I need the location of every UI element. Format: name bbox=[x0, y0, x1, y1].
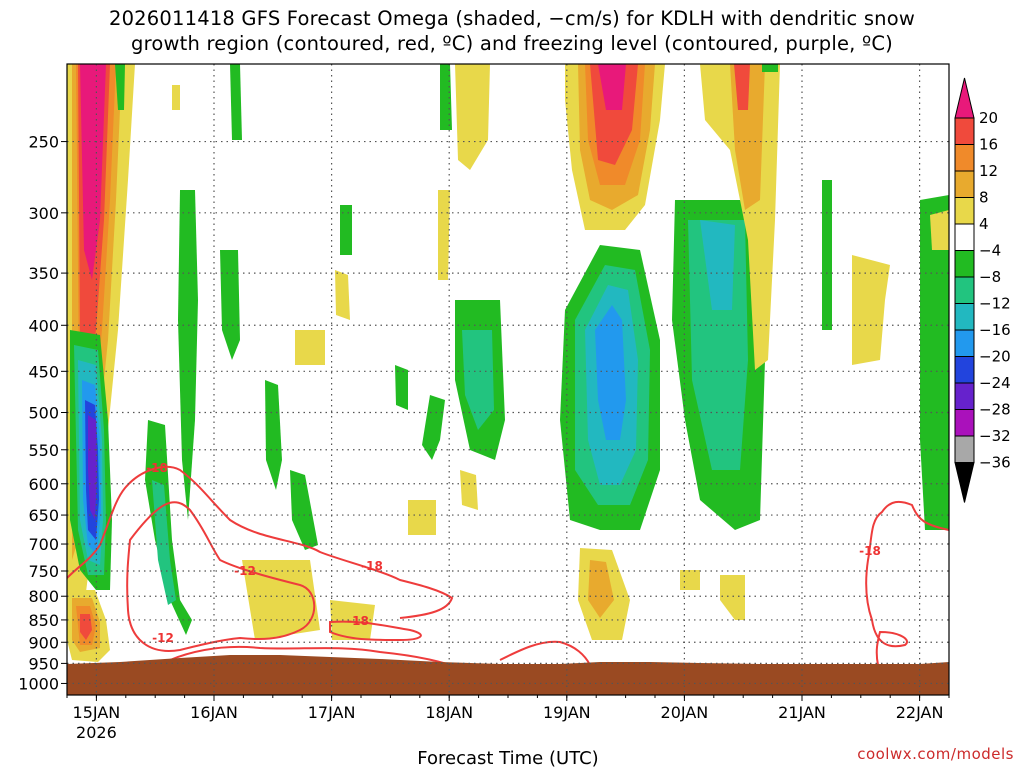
x-tick-label: 19JAN bbox=[543, 703, 591, 722]
colorbar-bottom-arrow bbox=[954, 462, 975, 503]
colorbar-label: −36 bbox=[979, 454, 1011, 472]
y-tick-label: 850 bbox=[28, 611, 59, 630]
x-tick-label: 16JAN bbox=[190, 703, 238, 722]
x-tick-label: 20JAN bbox=[661, 703, 709, 722]
y-tick-label: 1000 bbox=[18, 674, 59, 693]
dgz-contour-labels: -18 -12 -12 -18 -18 -18 bbox=[146, 461, 881, 645]
colorbar-swatch bbox=[954, 435, 975, 463]
colorbar-label: −12 bbox=[979, 295, 1011, 313]
colorbar-swatch bbox=[954, 197, 975, 225]
colorbar-label: −28 bbox=[979, 401, 1011, 419]
contour-label: -18 bbox=[361, 559, 383, 573]
colorbar-label: −24 bbox=[979, 374, 1011, 392]
colorbar-swatch bbox=[954, 170, 975, 198]
x-axis-label: Forecast Time (UTC) bbox=[417, 748, 598, 768]
y-tick-label: 800 bbox=[28, 587, 59, 606]
colorbar-label: 8 bbox=[979, 189, 989, 207]
colorbar-swatch bbox=[954, 250, 975, 278]
colorbar-label: −32 bbox=[979, 427, 1011, 445]
contour-label: -12 bbox=[152, 631, 174, 645]
contour-label: -12 bbox=[234, 564, 256, 578]
colorbar-swatch bbox=[954, 329, 975, 357]
y-tick-label: 600 bbox=[28, 475, 59, 494]
y-axis: 250 300 350 400 450 500 550 600 650 700 750 800 850 9… bbox=[18, 133, 67, 693]
colorbar-swatch bbox=[954, 303, 975, 331]
x-tick-label: 22JAN bbox=[896, 703, 944, 722]
colorbar-swatch bbox=[954, 276, 975, 304]
y-tick-label: 500 bbox=[28, 404, 59, 423]
y-tick-label: 300 bbox=[28, 204, 59, 223]
colorbar-swatch bbox=[954, 117, 975, 145]
plot-background bbox=[67, 64, 949, 695]
colorbar-label: −8 bbox=[979, 268, 1001, 286]
terrain bbox=[67, 655, 949, 695]
x-tick-label: 15JAN bbox=[73, 703, 121, 722]
y-tick-label: 450 bbox=[28, 362, 59, 381]
x-tick-label: 18JAN bbox=[425, 703, 473, 722]
y-tick-label: 700 bbox=[28, 535, 59, 554]
x-tick-label: 21JAN bbox=[778, 703, 826, 722]
watermark: coolwx.com/models bbox=[857, 745, 1014, 763]
contour-label: -18 bbox=[347, 614, 369, 628]
x-axis: 15JAN 16JAN 17JAN 18JAN 19JAN 20JAN 21JAN 22JAN bbox=[66, 695, 950, 722]
colorbar-swatch bbox=[954, 382, 975, 410]
colorbar-swatch bbox=[954, 144, 975, 172]
x-tick-sublabel: 2026 bbox=[76, 723, 117, 742]
grid bbox=[67, 64, 949, 695]
contour-label: -18 bbox=[146, 461, 168, 475]
colorbar-top-arrow bbox=[954, 77, 975, 119]
colorbar-label: 4 bbox=[979, 215, 989, 233]
y-tick-label: 650 bbox=[28, 506, 59, 525]
dgz-contours bbox=[67, 465, 949, 671]
colorbar-swatch bbox=[954, 223, 975, 251]
y-tick-label: 400 bbox=[28, 316, 59, 335]
colorbar-label: 20 bbox=[979, 109, 998, 127]
colorbar: 20 16 12 8 4 −4 −8 −12 −16 −20 −24 −28 −32 −36 bbox=[954, 77, 1011, 503]
x-tick-label: 17JAN bbox=[308, 703, 356, 722]
colorbar-label: 16 bbox=[979, 136, 998, 154]
colorbar-label: −4 bbox=[979, 242, 1001, 260]
y-tick-label: 950 bbox=[28, 654, 59, 673]
title-line-2: growth region (contoured, red, ºC) and f… bbox=[131, 32, 893, 55]
y-tick-label: 750 bbox=[28, 562, 59, 581]
chart-title: 2026011418 GFS Forecast Omega (shaded, −… bbox=[0, 6, 1024, 56]
omega-shading bbox=[67, 64, 949, 662]
y-tick-label: 550 bbox=[28, 441, 59, 460]
title-line-1: 2026011418 GFS Forecast Omega (shaded, −… bbox=[108, 7, 916, 30]
colorbar-label: −16 bbox=[979, 321, 1011, 339]
colorbar-label: 12 bbox=[979, 162, 998, 180]
contour-label: -18 bbox=[859, 544, 881, 558]
y-tick-label: 250 bbox=[28, 133, 59, 152]
colorbar-swatch bbox=[954, 409, 975, 437]
colorbar-swatch bbox=[954, 356, 975, 384]
colorbar-label: −20 bbox=[979, 348, 1011, 366]
y-tick-label: 900 bbox=[28, 633, 59, 652]
y-tick-label: 350 bbox=[28, 264, 59, 283]
